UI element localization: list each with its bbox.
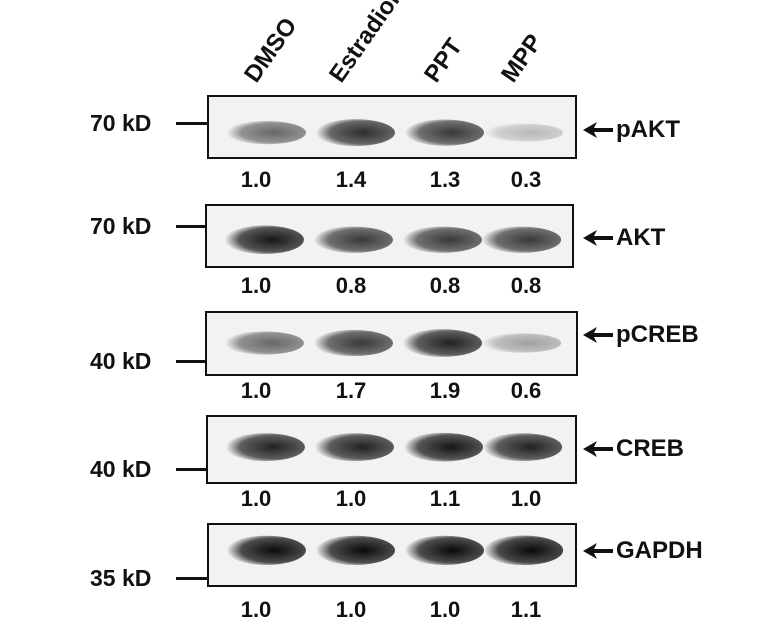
ratio-gapdh-estradiol: 1.0 [335, 597, 367, 622]
ratio-akt-dmso: 1.0 [240, 273, 272, 298]
band-pakt-ppt [404, 119, 484, 146]
mw-marker-panel-3: 40 kD [90, 348, 152, 374]
target-label-gapdh: GAPDH [616, 537, 703, 564]
band-pcreb-mpp [482, 333, 562, 353]
arrow-icon-gapdh [583, 543, 613, 559]
arrow-icon-creb [583, 441, 613, 457]
lane-label-dmso: DMSO [239, 12, 303, 88]
ratio-pakt-dmso: 1.0 [240, 167, 272, 192]
mw-tick-panel-2 [176, 225, 208, 228]
target-label-pcreb: pCREB [616, 321, 699, 348]
arrow-icon-akt [583, 230, 613, 246]
band-creb-mpp [483, 433, 563, 462]
mw-tick-panel-3 [176, 360, 208, 363]
mw-marker-panel-5: 35 kD [90, 565, 152, 591]
lane-label-estradiol: Estradiol [324, 0, 406, 88]
band-strip-pakt [209, 97, 575, 157]
lane-label-mpp: MPP [496, 29, 549, 88]
blot-panel-akt [205, 204, 574, 268]
ratio-akt-estradiol: 0.8 [335, 273, 367, 298]
band-akt-mpp [481, 226, 562, 253]
band-creb-ppt [403, 432, 484, 462]
arrow-icon-pcreb [583, 327, 613, 343]
mw-tick-panel-1 [176, 122, 208, 125]
band-akt-dmso [224, 225, 304, 254]
band-pcreb-dmso [224, 331, 304, 355]
ratio-pakt-ppt: 1.3 [429, 167, 461, 192]
blot-panel-creb [206, 415, 577, 484]
blot-panel-pakt [207, 95, 577, 159]
band-creb-estradiol [314, 433, 394, 462]
ratio-gapdh-ppt: 1.0 [429, 597, 461, 622]
band-gapdh-dmso [226, 535, 306, 565]
blot-panel-gapdh [207, 523, 577, 587]
mw-tick-panel-5 [176, 577, 208, 580]
band-strip-creb [208, 417, 575, 482]
band-pakt-dmso [226, 121, 306, 145]
band-pakt-estradiol [315, 119, 395, 147]
arrow-icon-pakt [583, 122, 613, 138]
band-pcreb-estradiol [313, 329, 393, 357]
ratio-creb-mpp: 1.0 [510, 486, 542, 511]
ratio-pakt-estradiol: 1.4 [335, 167, 367, 192]
ratio-pcreb-dmso: 1.0 [240, 378, 272, 403]
ratio-creb-dmso: 1.0 [240, 486, 272, 511]
mw-marker-panel-2: 70 kD [90, 213, 152, 239]
ratio-pcreb-estradiol: 1.7 [335, 378, 367, 403]
target-label-pakt: pAKT [616, 116, 680, 143]
mw-tick-panel-4 [176, 468, 208, 471]
band-pakt-mpp [483, 123, 564, 142]
ratio-creb-ppt: 1.1 [429, 486, 461, 511]
ratio-pcreb-ppt: 1.9 [429, 378, 461, 403]
band-creb-dmso [225, 433, 305, 462]
blot-panel-pcreb [205, 311, 578, 376]
ratio-pcreb-mpp: 0.6 [510, 378, 542, 403]
band-akt-ppt [402, 226, 482, 253]
band-strip-gapdh [209, 525, 575, 585]
band-gapdh-estradiol [315, 535, 395, 565]
ratio-creb-estradiol: 1.0 [335, 486, 367, 511]
band-strip-pcreb [207, 313, 576, 374]
band-gapdh-ppt [404, 535, 484, 565]
ratio-gapdh-mpp: 1.1 [510, 597, 542, 622]
band-strip-akt [207, 206, 572, 266]
ratio-gapdh-dmso: 1.0 [240, 597, 272, 622]
ratio-pakt-mpp: 0.3 [510, 167, 542, 192]
mw-marker-panel-1: 70 kD [90, 110, 152, 136]
lane-label-ppt: PPT [419, 33, 468, 88]
band-akt-estradiol [313, 226, 393, 253]
band-pcreb-ppt [402, 329, 483, 357]
ratio-akt-mpp: 0.8 [510, 273, 542, 298]
ratio-akt-ppt: 0.8 [429, 273, 461, 298]
band-gapdh-mpp [483, 535, 564, 566]
mw-marker-panel-4: 40 kD [90, 456, 152, 482]
target-label-creb: CREB [616, 435, 685, 462]
target-label-akt: AKT [616, 224, 666, 251]
